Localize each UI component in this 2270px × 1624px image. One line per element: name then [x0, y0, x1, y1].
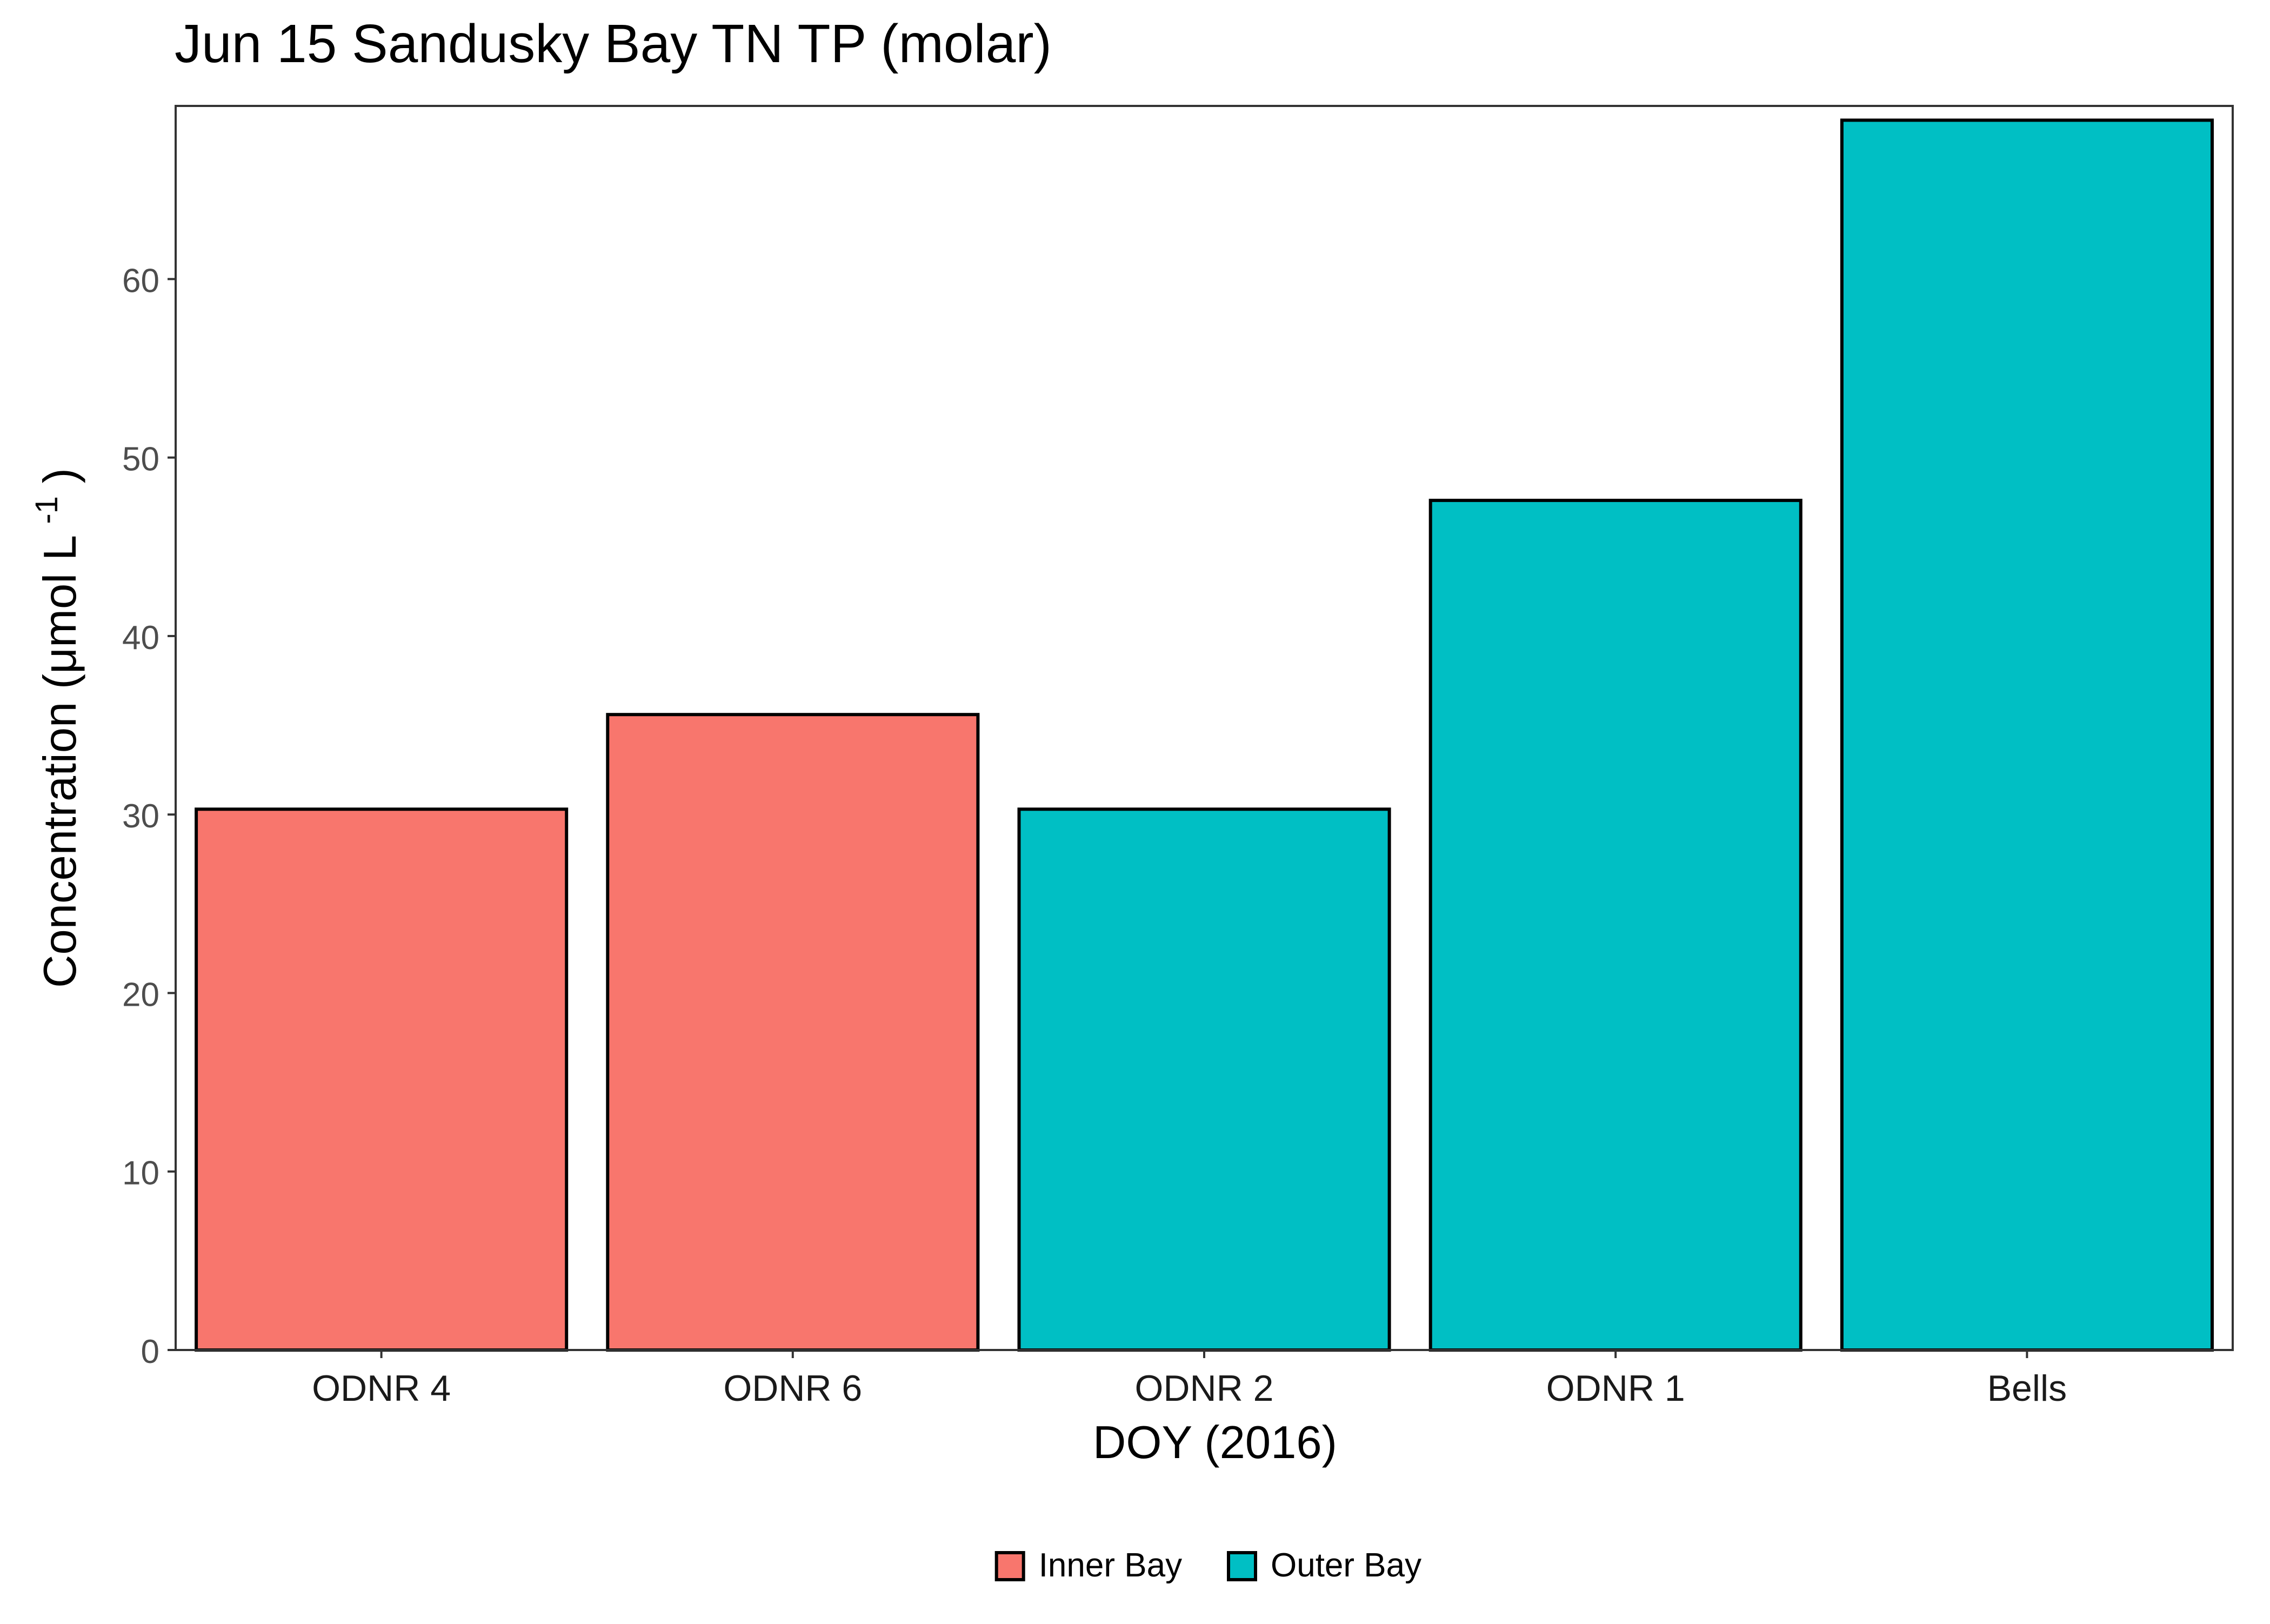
bar-odnr-2: [1017, 807, 1391, 1352]
chart-title: Jun 15 Sandusky Bay TN TP (molar): [175, 14, 1052, 74]
bar-odnr-4: [195, 807, 569, 1352]
x-axis-label: DOY (2016): [1093, 1417, 1337, 1468]
y-tick-label: 40: [122, 619, 159, 657]
legend: Inner Bay Outer Bay: [994, 1547, 1421, 1584]
y-tick-label: 30: [122, 798, 159, 835]
x-tick-label: Bells: [1987, 1368, 2067, 1409]
y-tick-label: 50: [122, 441, 159, 478]
legend-label-outer-bay: Outer Bay: [1271, 1547, 1421, 1584]
x-tick-label: ODNR 6: [723, 1368, 862, 1409]
y-tick-label: 60: [122, 262, 159, 299]
bar-odnr-6: [606, 713, 980, 1352]
legend-label-inner-bay: Inner Bay: [1039, 1547, 1182, 1584]
y-axis-label-main: Concentration (μmol L: [35, 536, 86, 988]
y-tick-label: 10: [122, 1155, 159, 1192]
x-tick-label: ODNR 2: [1135, 1368, 1274, 1409]
y-axis-label-superscript: -1: [29, 496, 64, 524]
bar-bells: [1840, 118, 2214, 1352]
y-axis-label-close: ): [35, 468, 86, 483]
x-tick-label: ODNR 1: [1546, 1368, 1685, 1409]
legend-key-inner-bay: [994, 1551, 1025, 1581]
y-axis-label: Concentration (μmol L -1 ): [16, 468, 86, 988]
y-tick-label: 0: [141, 1333, 159, 1371]
y-tick-label: 20: [122, 976, 159, 1013]
y-axis: 0 10 20 30 40 50 60: [122, 262, 176, 1371]
legend-key-outer-bay: [1227, 1551, 1257, 1581]
bar-odnr-1: [1428, 498, 1802, 1352]
x-axis: ODNR 4 ODNR 6 ODNR 2 ODNR 1 Bells: [312, 1350, 2067, 1409]
x-tick-label: ODNR 4: [312, 1368, 451, 1409]
bars-layer: [195, 118, 2214, 1352]
